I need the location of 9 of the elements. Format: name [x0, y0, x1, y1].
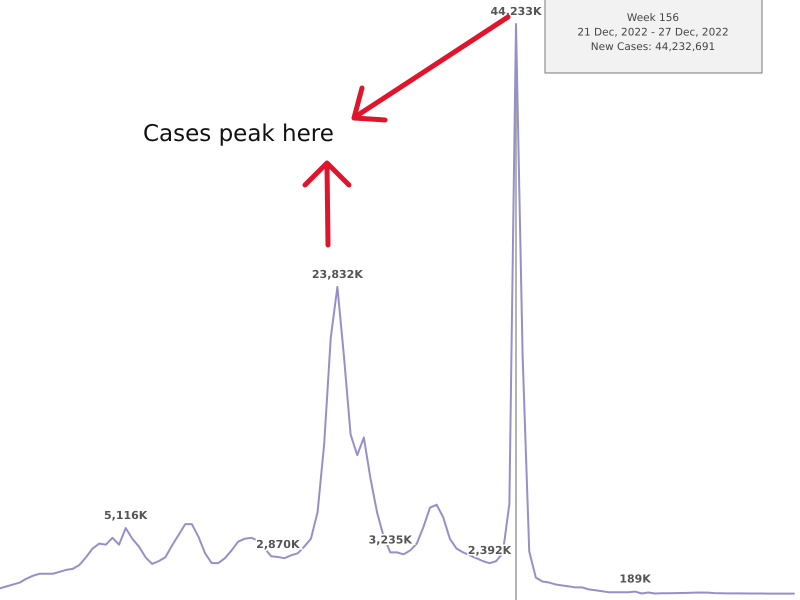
data-label: 23,832K — [312, 268, 364, 281]
data-label: 189K — [619, 572, 652, 586]
annotation: Cases peak here — [143, 121, 334, 147]
annotation: 21 Dec, 2022 - 27 Dec, 2022 — [577, 26, 729, 38]
annotation: New Cases: 44,232,691 — [590, 41, 716, 53]
annotation: Week 156 — [626, 12, 680, 24]
data-label: 5,116K — [104, 509, 148, 522]
tooltip-box: Week 156 21 Dec, 2022 - 27 Dec, 2022 New Cases: 44,232,691 — [544, 0, 762, 74]
data-label: 44,233K — [490, 5, 542, 18]
